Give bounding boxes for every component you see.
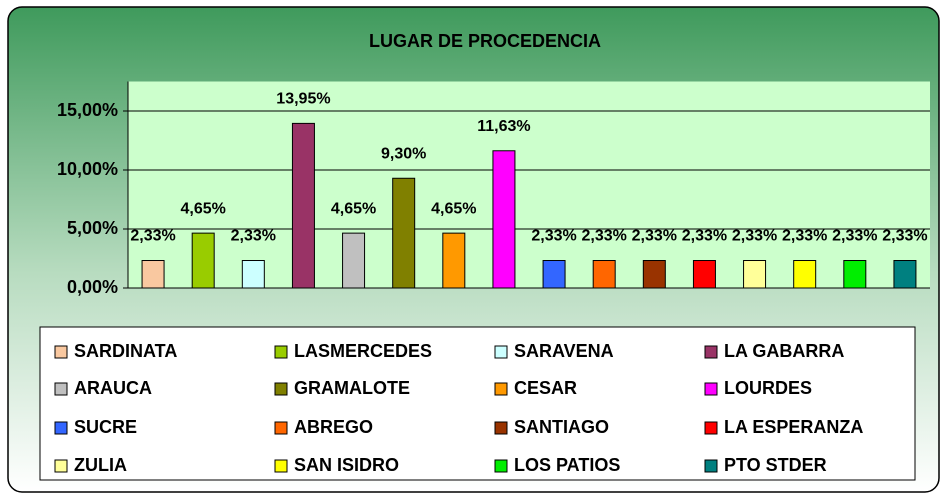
legend-label: SAN ISIDRO — [294, 455, 399, 475]
value-label: 2,33% — [231, 228, 276, 245]
legend-label: SARDINATA — [74, 341, 177, 361]
legend-label: GRAMALOTE — [294, 378, 410, 398]
bar — [392, 177, 416, 289]
legend-swatch — [274, 459, 288, 473]
chart-title: LUGAR DE PROCEDENCIA — [369, 31, 601, 51]
legend-label: SARAVENA — [514, 341, 614, 361]
legend — [39, 326, 916, 481]
legend-swatch — [274, 345, 288, 359]
legend-swatch — [274, 382, 288, 396]
value-label: 2,33% — [130, 228, 175, 245]
legend-label: ARAUCA — [74, 378, 152, 398]
value-label: 2,33% — [582, 228, 627, 245]
value-label: 9,30% — [381, 145, 426, 162]
bar — [843, 260, 867, 289]
bar — [592, 260, 616, 289]
legend-label: SANTIAGO — [514, 417, 609, 437]
legend-swatch — [494, 421, 508, 435]
value-label: 2,33% — [531, 228, 576, 245]
legend-swatch — [704, 421, 718, 435]
legend-label: LA GABARRA — [724, 341, 844, 361]
bar — [442, 232, 466, 289]
value-label: 2,33% — [632, 228, 677, 245]
value-label: 13,95% — [276, 91, 330, 108]
legend-label: ZULIA — [74, 455, 127, 475]
legend-swatch — [54, 382, 68, 396]
legend-label: ABREGO — [294, 417, 373, 437]
bar — [793, 260, 817, 289]
legend-swatch — [704, 345, 718, 359]
bar — [743, 260, 767, 289]
value-label: 2,33% — [732, 228, 777, 245]
legend-swatch — [704, 459, 718, 473]
legend-swatch — [54, 345, 68, 359]
bar — [141, 260, 165, 289]
legend-swatch — [704, 382, 718, 396]
bar — [342, 232, 366, 289]
legend-swatch — [494, 459, 508, 473]
legend-label: CESAR — [514, 378, 577, 398]
legend-label: LOURDES — [724, 378, 812, 398]
legend-swatch — [494, 382, 508, 396]
legend-label: LOS PATIOS — [514, 455, 620, 475]
value-label: 11,63% — [477, 118, 530, 135]
value-label: 4,65% — [331, 200, 376, 217]
value-label: 2,33% — [682, 228, 727, 245]
legend-label: PTO STDER — [724, 455, 827, 475]
plot-area — [128, 81, 930, 288]
legend-swatch — [54, 421, 68, 435]
legend-swatch — [274, 421, 288, 435]
y-tick-label: 0,00% — [67, 277, 118, 297]
bar — [291, 122, 315, 289]
value-label: 4,65% — [181, 200, 226, 217]
value-label: 4,65% — [431, 200, 476, 217]
value-label: 2,33% — [832, 228, 877, 245]
bar — [241, 260, 265, 289]
y-tick-label: 15,00% — [57, 100, 118, 120]
value-label: 2,33% — [882, 228, 927, 245]
bar — [642, 260, 666, 289]
y-tick-label: 5,00% — [67, 218, 118, 238]
bar — [542, 260, 566, 289]
legend-label: LASMERCEDES — [294, 341, 432, 361]
legend-swatch — [54, 459, 68, 473]
legend-label: SUCRE — [74, 417, 137, 437]
bar — [692, 260, 716, 289]
value-label: 2,33% — [782, 228, 827, 245]
y-tick-label: 10,00% — [57, 159, 118, 179]
bar — [492, 150, 516, 289]
bar — [191, 232, 215, 289]
legend-swatch — [494, 345, 508, 359]
bar — [893, 260, 917, 289]
legend-label: LA ESPERANZA — [724, 417, 863, 437]
